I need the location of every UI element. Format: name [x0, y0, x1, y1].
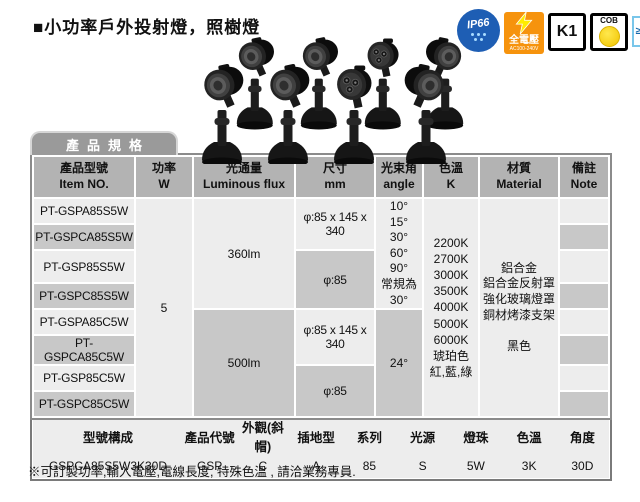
power-cell: 5: [136, 199, 192, 417]
code-value: S: [418, 459, 427, 473]
code-header: 外觀(斜帽): [242, 421, 284, 454]
table-row: PT-GSP85C5W φ:85: [34, 366, 608, 417]
ra80-label: ≥Ra80: [635, 26, 640, 37]
lightning-icon: [515, 12, 533, 34]
note-cell: [560, 392, 608, 417]
model-cell: PT-GSPCA85C5W: [34, 336, 134, 365]
spec-table: 產品型號 Item NO. 功率 W 光通量 Luminous flux 尺寸 …: [30, 153, 612, 421]
code-header: 插地型: [297, 430, 335, 445]
header-size: 尺寸 mm: [296, 157, 374, 197]
table-row: PT-GSPA85C5W 500lm φ:85 x 145 x 340 24°: [34, 310, 608, 417]
note-cell: [560, 225, 608, 249]
header-power: 功率 W: [136, 157, 192, 197]
note-cell: [560, 284, 608, 309]
model-code-table-frame: 型號構成 產品代號 外觀(斜帽) 插地型 系列 光源 燈珠 色溫 角度 GSPC…: [30, 411, 612, 481]
k1-badge: K1: [548, 13, 586, 51]
model-cell: PT-GSP85S5W: [34, 251, 134, 283]
ip66-badge: IP66: [457, 9, 500, 52]
table-row: PT-GSPC85C5W: [34, 392, 608, 417]
section-tab: 產品規格: [30, 131, 178, 155]
full-voltage-label: 全電壓: [509, 35, 539, 46]
model-cell: PT-GSPC85S5W: [34, 284, 134, 309]
beam-angle-cell-bottom: 24°: [376, 310, 422, 417]
note-cell: [560, 310, 608, 335]
header-item-no: 產品型號 Item NO.: [34, 157, 134, 197]
code-value: 5W: [466, 459, 485, 473]
full-voltage-badge: 全電壓 AC100-240V: [504, 12, 544, 54]
code-value: 3K: [521, 459, 537, 473]
cob-badge: COB: [590, 13, 628, 51]
cob-label: COB: [600, 16, 618, 25]
code-header: 光源: [410, 430, 436, 445]
section-tab-label: 產品規格: [65, 137, 150, 153]
table-row: PT-GSPCA85S5W: [34, 225, 608, 249]
model-cell: PT-GSP85C5W: [34, 366, 134, 391]
code-header: 產品代號: [184, 430, 235, 445]
code-value: GSPCA85S5W3K30D: [48, 459, 168, 473]
code-value: GSP: [196, 459, 223, 473]
flux-cell-360: 360lm: [194, 199, 294, 309]
header-material: 材質 Material: [480, 157, 558, 197]
size-cell-short: φ:85: [296, 251, 374, 309]
code-header: 角度: [569, 430, 595, 445]
note-cell: [560, 199, 608, 223]
model-cell: PT-GSPA85S5W: [34, 199, 134, 223]
code-header: 型號構成: [82, 430, 133, 445]
ra80-badge: ≥Ra80: [632, 16, 640, 47]
flux-cell-500: 500lm: [194, 310, 294, 417]
model-code-header-row: 型號構成 產品代號 外觀(斜帽) 插地型 系列 光源 燈珠 色溫 角度: [33, 414, 609, 456]
code-value: 30D: [571, 459, 594, 473]
water-drops-icon: [469, 32, 489, 43]
model-code-table: 型號構成 產品代號 外觀(斜帽) 插地型 系列 光源 燈珠 色溫 角度 GSPC…: [33, 414, 609, 478]
size-cell-full: φ:85 x 145 x 340: [296, 199, 374, 249]
model-cell: PT-GSPC85C5W: [34, 392, 134, 417]
code-value: C: [258, 459, 268, 473]
size-cell-short: φ:85: [296, 366, 374, 417]
product-photo: [198, 32, 467, 164]
color-temp-cell: 2200K 2700K 3000K 3500K 4000K 5000K 6000…: [424, 199, 478, 417]
code-value: A: [312, 459, 321, 473]
code-header: 系列: [356, 430, 382, 445]
header-note: 備註 Note: [560, 157, 608, 197]
page-title: ■小功率戶外投射燈，照樹燈: [33, 18, 261, 37]
material-cell: 鋁合金 鋁合金反射罩 強化玻璃燈罩 銅材烤漆支架 黑色: [480, 199, 558, 417]
table-row: PT-GSPCA85C5W: [34, 336, 608, 365]
beam-angle-cell-top: 10° 15° 30° 60° 90° 常規為30°: [376, 199, 422, 309]
note-cell: [560, 336, 608, 365]
code-header: 色溫: [516, 430, 542, 445]
certification-badges: IP66 全電壓 AC100-240V K1 COB ≥Ra80: [457, 9, 640, 54]
code-header: 燈珠: [463, 430, 489, 445]
ip66-label: IP66: [466, 15, 491, 32]
code-value: 85: [362, 459, 377, 473]
full-voltage-range: AC100-240V: [509, 46, 539, 52]
cob-led-icon: [598, 25, 620, 47]
size-cell-full: φ:85 x 145 x 340: [296, 310, 374, 365]
model-cell: PT-GSPA85C5W: [34, 310, 134, 335]
table-row: PT-GSP85S5W φ:85: [34, 251, 608, 309]
model-cell: PT-GSPCA85S5W: [34, 225, 134, 249]
model-code-value-row: GSPCA85S5W3K30D GSP C A 85 S 5W 3K 30D: [33, 456, 609, 478]
table-row: PT-GSPC85S5W: [34, 284, 608, 309]
footnote: ※可訂製功率,輸入電壓,電線長度, 特殊色溫 , 請洽業務專員.: [28, 465, 356, 479]
note-cell: [560, 366, 608, 391]
table-row: PT-GSPA85S5W 5 360lm φ:85 x 145 x 340 10…: [34, 199, 608, 417]
note-cell: [560, 251, 608, 283]
k1-label: K1: [556, 23, 578, 40]
